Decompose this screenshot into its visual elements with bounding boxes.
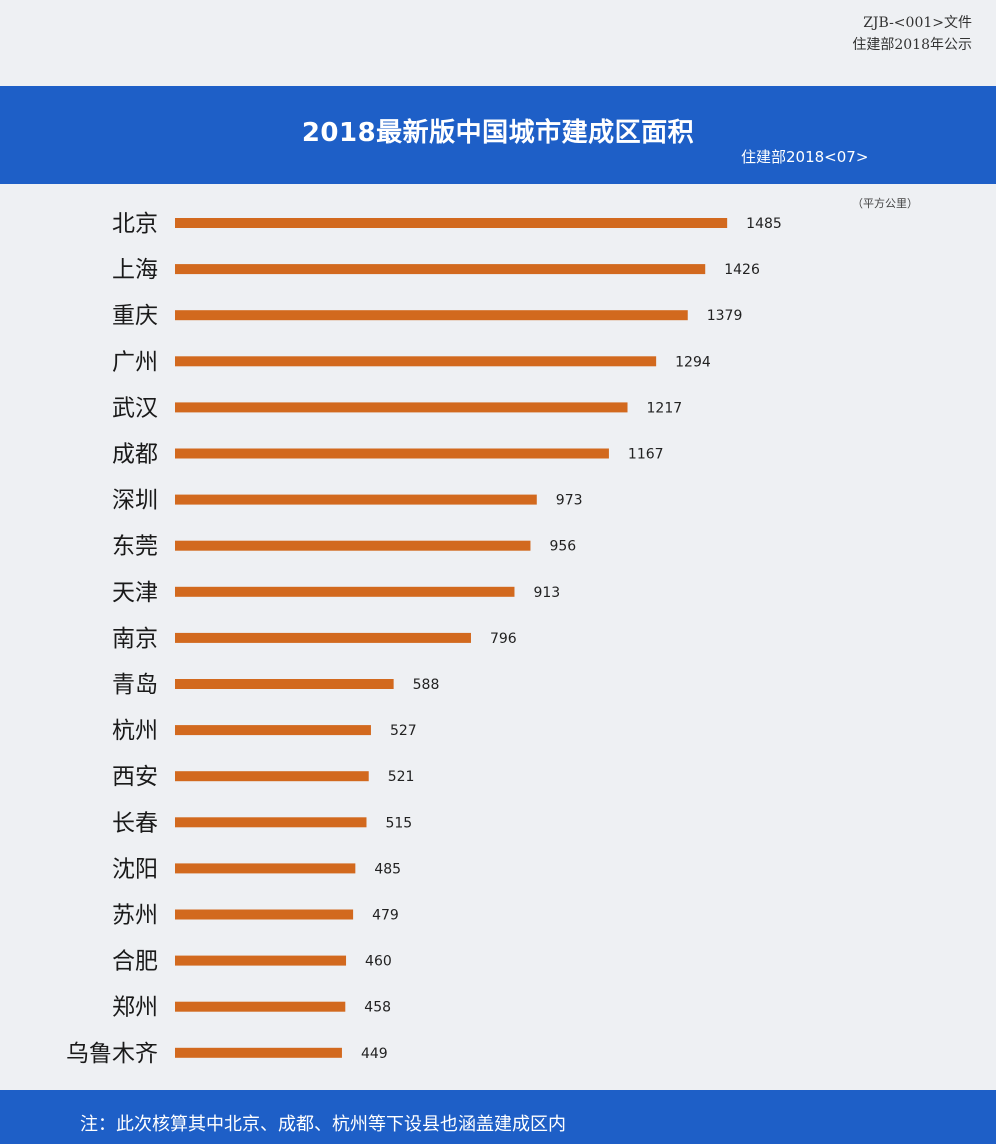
category-label: 青岛	[112, 672, 158, 698]
bar	[175, 218, 728, 228]
category-label: 合肥	[112, 949, 158, 975]
bar	[175, 632, 471, 643]
category-label: 杭州	[112, 718, 158, 744]
value-label: 1294	[675, 354, 711, 370]
bar	[175, 448, 609, 459]
value-label: 460	[365, 954, 392, 970]
category-label: 长春	[112, 810, 158, 836]
value-label: 479	[372, 908, 399, 924]
value-label: 1379	[707, 308, 743, 324]
category-label: 广州	[112, 349, 158, 375]
value-label: 527	[390, 723, 417, 739]
value-label: 973	[556, 493, 583, 509]
value-label: 515	[385, 815, 412, 831]
bar	[175, 863, 356, 874]
value-label: 521	[388, 769, 415, 785]
bar	[175, 1001, 346, 1012]
value-label: 588	[413, 677, 440, 693]
bar	[175, 356, 657, 367]
bar	[175, 725, 371, 736]
category-label: 北京	[112, 211, 158, 237]
bar	[175, 264, 706, 275]
footer-band: 注：此次核算其中北京、成都、杭州等下设县也涵盖建成区内	[0, 1090, 996, 1144]
bar	[175, 909, 354, 920]
category-label: 沈阳	[112, 856, 158, 882]
category-label: 西安	[112, 764, 158, 790]
category-label: 重庆	[112, 303, 158, 329]
header-band: 2018最新版中国城市建成区面积 住建部2018<07>	[0, 86, 996, 184]
bar	[175, 402, 628, 413]
category-label: 东莞	[112, 534, 158, 560]
bar	[175, 494, 537, 505]
category-label: 苏州	[112, 903, 158, 929]
document-issuer: 住建部2018年公示	[852, 37, 972, 53]
footnote: 注：此次核算其中北京、成都、杭州等下设县也涵盖建成区内	[80, 1114, 566, 1135]
value-label: 956	[549, 539, 576, 555]
value-label: 1217	[647, 400, 683, 416]
value-label: 796	[490, 631, 517, 647]
value-label: 449	[361, 1046, 388, 1062]
bar	[175, 586, 515, 597]
category-label: 深圳	[112, 488, 158, 514]
bar	[175, 310, 688, 321]
bar-chart: 北京 1485 上海 1426 重庆 1379 广州 1294 武汉 1217 成都 1167 深圳 97…	[66, 211, 782, 1067]
category-label: 南京	[112, 626, 158, 652]
value-label: 913	[533, 585, 560, 601]
unit-label: （平方公里）	[852, 197, 918, 210]
value-label: 458	[364, 1000, 391, 1016]
bar	[175, 540, 531, 551]
value-label: 1167	[628, 447, 664, 463]
value-label: 485	[374, 861, 401, 877]
chart-subtitle: 住建部2018<07>	[741, 148, 869, 166]
category-label: 上海	[112, 257, 158, 283]
category-label: 郑州	[112, 995, 158, 1021]
bar	[175, 679, 394, 689]
bar	[175, 771, 369, 782]
bar	[175, 955, 347, 966]
document-reference: ZJB-<001>文件 住建部2018年公示	[852, 12, 972, 56]
category-label: 武汉	[112, 395, 158, 421]
value-label: 1426	[724, 262, 760, 278]
chart-title: 2018最新版中国城市建成区面积	[301, 118, 695, 148]
category-label: 成都	[112, 442, 158, 468]
bar	[175, 1047, 342, 1058]
document-code: ZJB-<001>文件	[863, 15, 972, 31]
category-label: 天津	[112, 580, 158, 606]
value-label: 1485	[746, 216, 782, 232]
bar	[175, 817, 367, 828]
category-label: 乌鲁木齐	[66, 1041, 158, 1067]
